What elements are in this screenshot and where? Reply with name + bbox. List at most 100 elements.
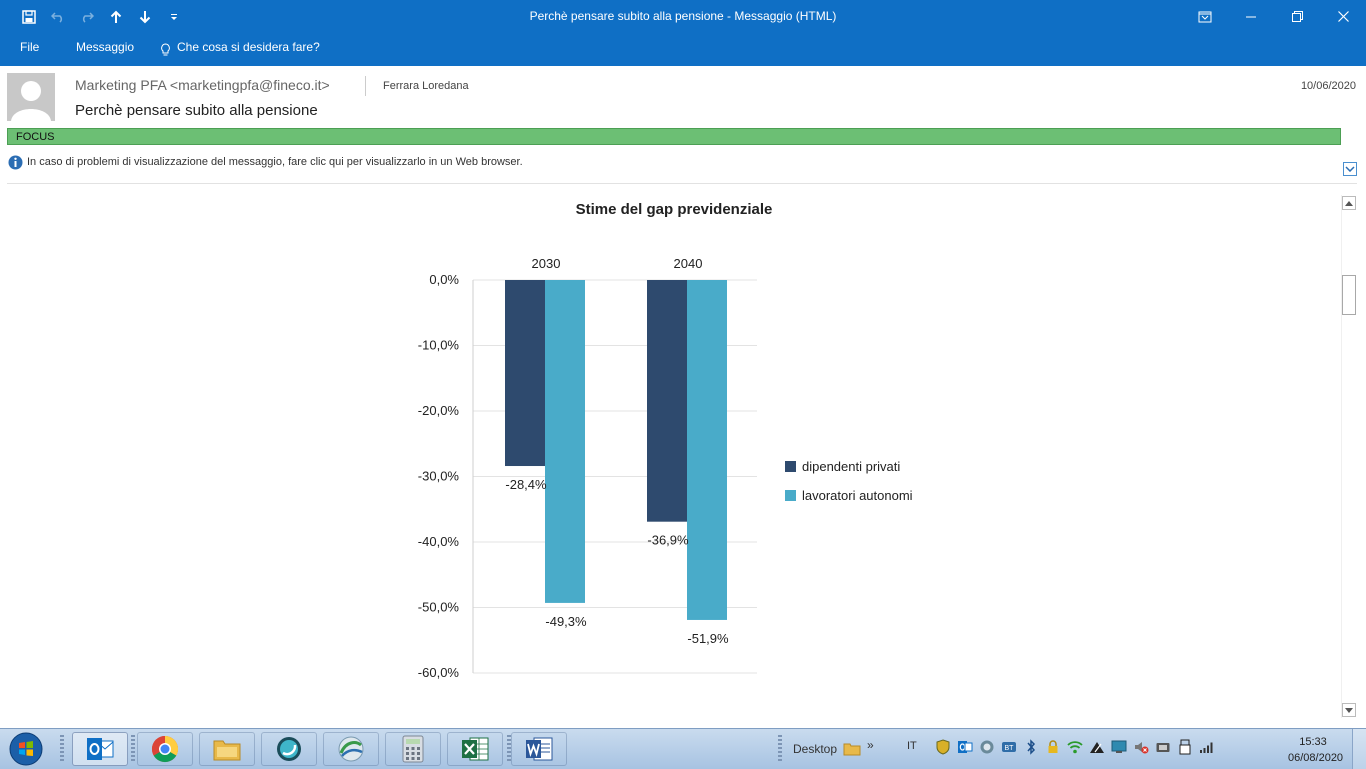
tell-me-box[interactable]: Che cosa si desidera fare?	[160, 33, 320, 66]
svg-text:BT: BT	[1005, 745, 1015, 752]
category-bar: FOCUS	[7, 128, 1341, 145]
sync-tray-icon[interactable]	[979, 739, 995, 755]
minimize-icon	[1246, 16, 1256, 17]
scroll-thumb[interactable]	[1342, 275, 1356, 315]
ribbon-display-icon	[1198, 11, 1212, 22]
arrow-up-icon	[110, 10, 121, 23]
next-item-button[interactable]	[130, 0, 159, 33]
desktop-toolbar[interactable]: Desktop »	[793, 729, 874, 769]
clock-time: 15:33	[1299, 736, 1327, 748]
language-indicator[interactable]: IT	[907, 740, 917, 752]
title-bar: Perchè pensare subito alla pensione - Me…	[0, 0, 1366, 33]
excel-icon	[462, 737, 489, 761]
y-tick-label: -60,0%	[418, 665, 460, 680]
taskbar-excel[interactable]	[447, 732, 503, 766]
undo-button[interactable]	[43, 0, 72, 33]
data-label: -28,4%	[505, 477, 547, 492]
folder-icon	[843, 743, 861, 756]
expand-header-button[interactable]	[1343, 162, 1357, 176]
clock[interactable]: 15:33 06/08/2020	[1288, 734, 1344, 766]
scroll-up-button[interactable]	[1342, 196, 1356, 210]
taskbar-outlook[interactable]	[72, 732, 128, 766]
quick-access-toolbar	[0, 0, 188, 33]
tell-me-label: Che cosa si desidera fare?	[177, 40, 320, 54]
volume-muted-icon[interactable]	[1133, 739, 1149, 755]
x-category-label: 2040	[674, 256, 703, 271]
chevron-down-icon	[1345, 166, 1355, 172]
show-desktop-button[interactable]	[1352, 729, 1366, 769]
save-icon	[21, 9, 36, 24]
taskbar-file-explorer[interactable]	[199, 732, 255, 766]
taskbar-gripper	[778, 735, 782, 763]
chevron-right-icon[interactable]: »	[867, 738, 874, 752]
lock-icon[interactable]	[1045, 739, 1061, 755]
tab-file[interactable]: File	[20, 40, 40, 54]
taskbar: Desktop » IT BT 15:33 06/08/2020	[0, 728, 1366, 769]
ribbon: File Messaggio Che cosa si desidera fare…	[0, 33, 1366, 66]
y-tick-label: -20,0%	[418, 403, 460, 418]
signal-strength-icon[interactable]	[1199, 739, 1215, 755]
save-button[interactable]	[14, 0, 43, 33]
sender[interactable]: Marketing PFA <marketingpfa@fineco.it>	[75, 77, 330, 93]
header-divider	[7, 183, 1357, 184]
bluetooth-app-tray-icon[interactable]: BT	[1001, 739, 1017, 755]
previous-item-button[interactable]	[101, 0, 130, 33]
info-text: In caso di problemi di visualizzazione d…	[27, 156, 523, 168]
file-explorer-icon	[213, 740, 241, 761]
wifi-icon[interactable]	[1067, 739, 1083, 755]
outlook-icon	[87, 738, 114, 760]
window-controls	[1182, 0, 1366, 33]
legend-swatch	[785, 490, 796, 501]
taskbar-app[interactable]	[261, 732, 317, 766]
bluetooth-icon[interactable]	[1023, 739, 1039, 755]
security-shield-icon[interactable]	[935, 739, 951, 755]
network-app-icon	[338, 736, 364, 762]
device-tray-icon[interactable]	[1155, 739, 1171, 755]
x-category-label: 2030	[532, 256, 561, 271]
taskbar-calculator[interactable]	[385, 732, 441, 766]
data-label: -51,9%	[687, 631, 729, 646]
clock-date: 06/08/2020	[1288, 752, 1344, 764]
scroll-up-icon	[1345, 200, 1353, 206]
outlook-tray-icon[interactable]	[957, 739, 973, 755]
y-tick-label: -30,0%	[418, 469, 460, 484]
scroll-down-button[interactable]	[1342, 703, 1356, 717]
word-icon	[526, 737, 553, 761]
data-label: -36,9%	[647, 533, 689, 548]
info-icon	[8, 155, 23, 169]
close-button[interactable]	[1320, 0, 1366, 33]
minimize-button[interactable]	[1228, 0, 1274, 33]
header-separator	[365, 76, 366, 96]
taskbar-gripper	[60, 735, 64, 763]
taskbar-network-app[interactable]	[323, 732, 379, 766]
customize-toolbar-button[interactable]	[159, 0, 188, 33]
tab-messaggio[interactable]: Messaggio	[76, 40, 135, 54]
start-button[interactable]	[6, 731, 46, 767]
lightbulb-icon	[161, 42, 170, 55]
taskbar-chrome[interactable]	[137, 732, 193, 766]
y-tick-label: -40,0%	[418, 534, 460, 549]
redo-button[interactable]	[72, 0, 101, 33]
info-bar[interactable]: In caso di problemi di visualizzazione d…	[8, 154, 523, 170]
ribbon-display-options-button[interactable]	[1182, 0, 1228, 33]
legend-swatch	[785, 461, 796, 472]
y-tick-label: -10,0%	[418, 338, 460, 353]
restore-button[interactable]	[1274, 0, 1320, 33]
vertical-scrollbar[interactable]	[1341, 195, 1359, 718]
close-icon	[1337, 11, 1349, 22]
usb-eject-icon[interactable]	[1177, 739, 1193, 755]
redo-icon	[82, 11, 94, 23]
arrow-down-icon	[139, 10, 150, 23]
taskbar-word[interactable]	[511, 732, 567, 766]
gap-chart: Stime del gap previdenziale 0,0% -10,0% -2…	[418, 201, 913, 680]
calculator-icon	[402, 735, 424, 763]
bar	[687, 280, 727, 620]
undo-icon	[50, 11, 62, 23]
network-tray-icon[interactable]	[1111, 739, 1127, 755]
taskbar-gripper	[507, 735, 511, 763]
system-tray: BT	[935, 739, 1215, 755]
app-icon	[277, 737, 301, 761]
action-center-icon[interactable]	[1089, 739, 1105, 755]
bar	[647, 280, 687, 522]
recipient[interactable]: Ferrara Loredana	[383, 80, 469, 92]
